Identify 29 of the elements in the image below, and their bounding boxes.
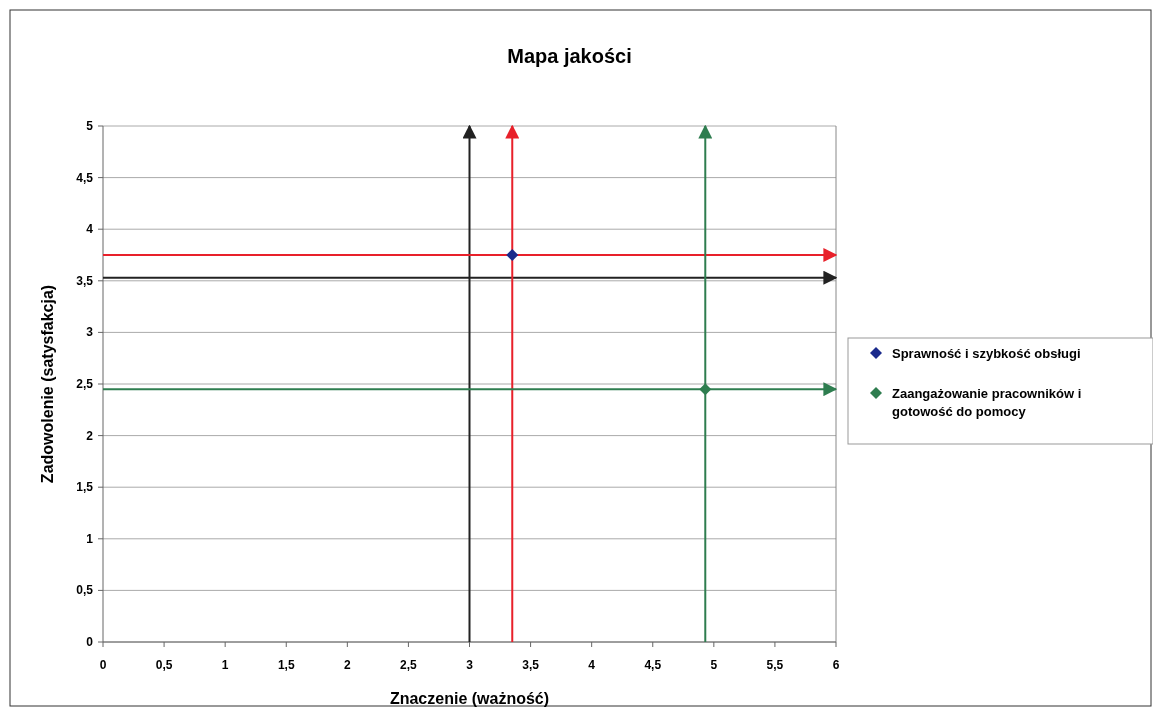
- legend-label: Zaangażowanie pracowników i gotowość do pomocy: [892, 386, 1082, 419]
- x-tick-label: 0,5: [155, 658, 173, 672]
- chart-title: Mapa jakości: [507, 45, 632, 67]
- x-tick-label: 5: [710, 658, 718, 672]
- x-tick-label: 3: [466, 658, 474, 672]
- y-tick-label: 1,5: [76, 480, 94, 495]
- x-axis-title: Znaczenie (ważność): [389, 690, 550, 707]
- x-tick-label: 2: [343, 658, 351, 672]
- x-tick-label: 2,5: [400, 658, 418, 672]
- y-tick-label: 5: [86, 119, 94, 133]
- x-tick-label: 1,5: [277, 658, 295, 672]
- x-tick-label: 6: [832, 658, 840, 672]
- y-axis-title: Zadowolenie (satysfakcja): [39, 284, 56, 484]
- x-tick-label: 1: [221, 658, 229, 672]
- y-tick-label: 0,5: [76, 583, 94, 598]
- x-tick-label: 3,5: [522, 658, 540, 672]
- y-tick-label: 4: [86, 222, 94, 237]
- x-tick-label: 4,5: [644, 658, 662, 672]
- y-tick-label: 4,5: [76, 170, 94, 185]
- x-tick-label: 4: [588, 658, 596, 672]
- y-tick-label: 3: [86, 325, 94, 340]
- y-tick-label: 0: [86, 635, 94, 649]
- y-tick-label: 2: [86, 428, 94, 443]
- x-tick-label: 5,5: [766, 658, 784, 672]
- y-tick-label: 1: [86, 531, 94, 546]
- legend-label: Sprawność i szybkość obsługi: [892, 346, 1081, 361]
- x-tick-label: 0: [99, 658, 107, 672]
- y-tick-label: 3,5: [76, 273, 94, 288]
- y-tick-label: 2,5: [76, 377, 94, 391]
